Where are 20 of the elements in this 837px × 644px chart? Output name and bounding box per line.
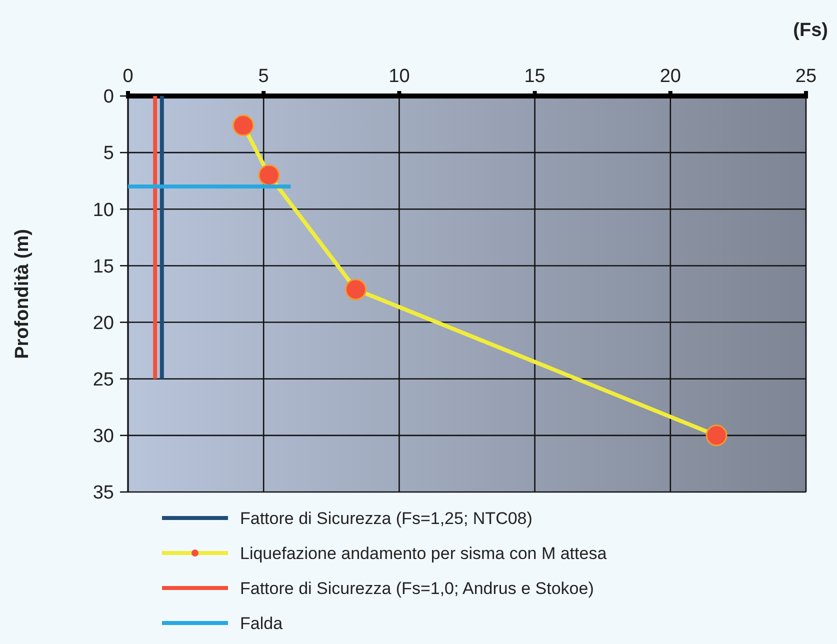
y-tick-label: 15 xyxy=(92,256,114,278)
y-tick-label: 25 xyxy=(92,370,114,391)
y-axis-title: Profondità (m) xyxy=(12,229,33,359)
y-tick-label: 10 xyxy=(92,200,114,221)
legend-label: Fattore di Sicurezza (Fs=1,25; NTC08) xyxy=(240,508,532,528)
y-tick-label: 35 xyxy=(92,482,114,504)
y-tick-label: 5 xyxy=(103,143,114,164)
x-tick-label: 20 xyxy=(660,66,681,87)
x-tick-label: 15 xyxy=(524,66,546,87)
y-tick-label: 20 xyxy=(92,312,114,334)
x-tick-label: 0 xyxy=(122,66,134,87)
legend-label: Liquefazione andamento per sisma con M attesa xyxy=(240,544,608,563)
x-tick-label: 10 xyxy=(388,66,410,87)
legend-label: Fattore di Sicurezza (Fs=1,0; Andrus e Stokoe) xyxy=(240,578,594,598)
y-tick-label: 30 xyxy=(92,426,114,448)
x-tick-label: 5 xyxy=(258,66,269,87)
y-tick-label: 0 xyxy=(103,86,114,108)
legend-label: Falda xyxy=(240,614,284,633)
x-tick-label: 25 xyxy=(795,66,817,87)
x-axis-title: (Fs) xyxy=(793,20,828,41)
